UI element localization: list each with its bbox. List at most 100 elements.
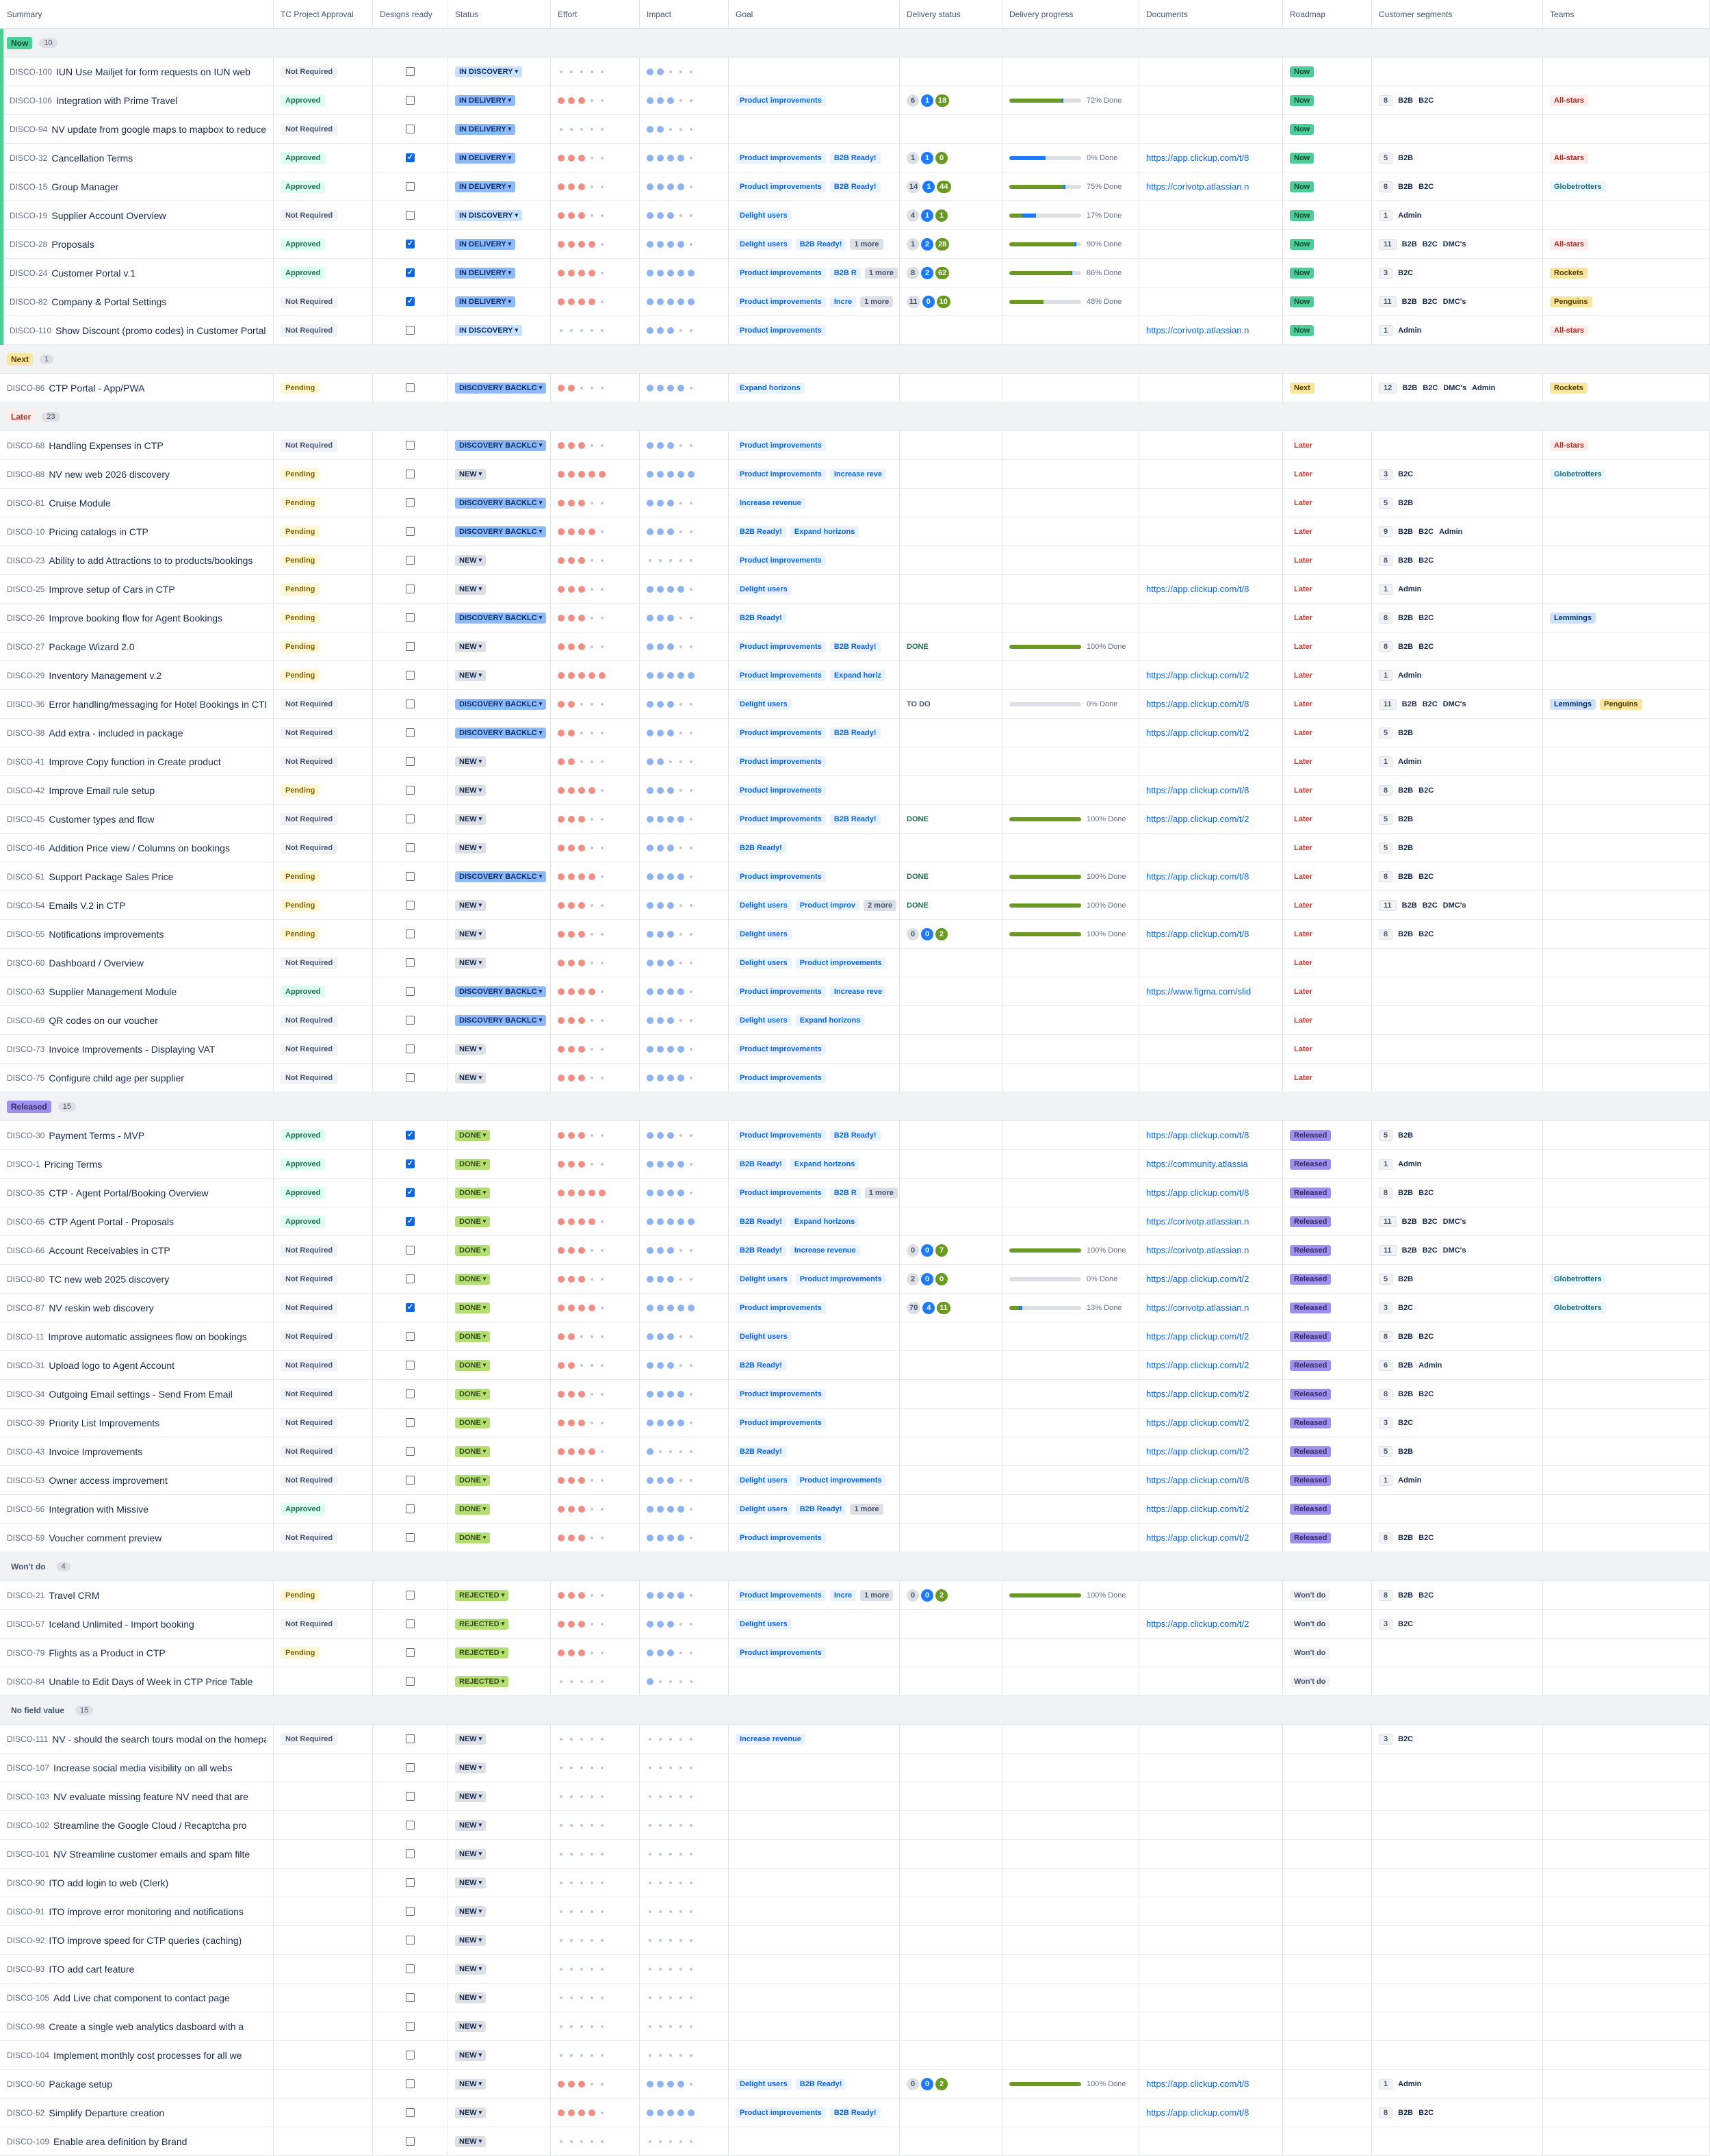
team-tag[interactable]: All-stars (1550, 94, 1589, 106)
goal-tag[interactable]: Delight users (736, 1618, 792, 1630)
effort-rating[interactable] (558, 1680, 606, 1683)
status-lozenge[interactable]: IN DISCOVERY ▾ (455, 324, 522, 336)
customer-segments[interactable]: 3 B2C (1379, 1417, 1413, 1428)
customer-segments[interactable]: 1 Admin (1379, 583, 1421, 595)
more-tags[interactable]: 1 more (860, 1589, 894, 1601)
table-row[interactable]: DISCO-60 Dashboard / Overview (0, 949, 274, 977)
status-lozenge[interactable]: IN DELIVERY ▾ (455, 152, 516, 164)
issue-summary[interactable]: Cancellation Terms (51, 152, 133, 164)
roadmap-lozenge[interactable]: Released (1290, 1273, 1332, 1285)
roadmap-lozenge[interactable]: Later (1290, 871, 1317, 882)
impact-rating[interactable] (647, 68, 695, 75)
table-row[interactable]: DISCO-65 CTP Agent Portal - Proposals (0, 1207, 274, 1236)
approval-lozenge[interactable]: Not Required (281, 956, 338, 969)
status-lozenge[interactable]: DONE ▾ (455, 1388, 491, 1400)
column-header[interactable]: Impact (640, 0, 729, 29)
goal-tag[interactable]: Product improvements (795, 1474, 886, 1486)
approval-lozenge[interactable]: Pending (281, 784, 320, 797)
status-lozenge[interactable]: DONE ▾ (455, 1216, 491, 1227)
table-row[interactable]: DISCO-73 Invoice Improvements - Displayin… (0, 1035, 274, 1064)
table-row[interactable]: DISCO-91 ITO improve error monitoring and… (0, 1897, 274, 1926)
issue-key[interactable]: DISCO-75 (7, 1073, 45, 1083)
impact-rating[interactable] (647, 269, 695, 277)
impact-rating[interactable] (647, 988, 695, 995)
designs-ready-checkbox[interactable] (406, 67, 415, 76)
effort-rating[interactable] (558, 2140, 606, 2143)
team-tag[interactable]: Globetrotters (1550, 1302, 1606, 1313)
effort-rating[interactable] (558, 97, 606, 104)
approval-lozenge[interactable]: Not Required (281, 1272, 338, 1285)
customer-segments[interactable]: 3 B2C (1379, 468, 1413, 480)
impact-rating[interactable] (647, 384, 695, 392)
designs-ready-checkbox[interactable] (406, 383, 415, 392)
effort-rating[interactable] (558, 269, 606, 277)
approval-lozenge[interactable]: Not Required (281, 1416, 338, 1429)
impact-rating[interactable] (647, 959, 695, 966)
impact-rating[interactable] (647, 1678, 695, 1685)
effort-rating[interactable] (558, 585, 606, 593)
roadmap-lozenge[interactable]: Later (1290, 439, 1317, 451)
impact-rating[interactable] (647, 1910, 695, 1913)
customer-segments[interactable]: 8 B2B B2C (1379, 2107, 1434, 2118)
issue-key[interactable]: DISCO-63 (7, 986, 45, 997)
table-row[interactable]: DISCO-19 Supplier Account Overview (0, 201, 274, 230)
designs-ready-checkbox[interactable] (406, 1849, 415, 1858)
table-row[interactable]: DISCO-46 Addition Price view / Columns on… (0, 834, 274, 862)
status-lozenge[interactable]: DISCOVERY BACKLC ▾ (455, 698, 547, 710)
issue-key[interactable]: DISCO-60 (7, 958, 45, 968)
status-lozenge[interactable]: DONE ▾ (455, 1129, 491, 1141)
approval-lozenge[interactable]: Not Required (281, 841, 338, 854)
status-lozenge[interactable]: NEW ▾ (455, 928, 487, 940)
issue-key[interactable]: DISCO-55 (7, 929, 45, 939)
issue-summary[interactable]: Customer types and flow (49, 813, 155, 825)
document-link[interactable]: https://app.clickup.com/t/8 (1146, 785, 1249, 795)
roadmap-lozenge[interactable]: Released (1290, 1158, 1332, 1170)
roadmap-lozenge[interactable]: Now (1290, 181, 1314, 192)
table-row[interactable]: DISCO-28 Proposals (0, 230, 274, 259)
customer-segments[interactable]: 8 B2B B2C (1379, 641, 1434, 652)
issue-summary[interactable]: Invoice Improvements (49, 1446, 143, 1457)
status-lozenge[interactable]: DONE ▾ (455, 1446, 491, 1457)
issue-summary[interactable]: CTP Agent Portal - Proposals (49, 1216, 174, 1227)
table-row[interactable]: DISCO-101 NV Streamline customer emails a… (0, 1840, 274, 1869)
status-lozenge[interactable]: NEW ▾ (455, 1934, 487, 1946)
customer-segments[interactable]: 1 Admin (1379, 324, 1421, 336)
effort-rating[interactable] (558, 1938, 606, 1942)
impact-rating[interactable] (647, 2109, 695, 2116)
table-row[interactable]: DISCO-84 Unable to Edit Days of Week in C… (0, 1667, 274, 1696)
issue-summary[interactable]: Improve Copy function in Create product (49, 756, 221, 767)
issue-key[interactable]: DISCO-31 (7, 1360, 45, 1370)
effort-rating[interactable] (558, 815, 606, 823)
effort-rating[interactable] (558, 1534, 606, 1541)
document-link[interactable]: https://corivotp.atlassian.n (1146, 1245, 1249, 1255)
approval-lozenge[interactable]: Pending (281, 927, 320, 940)
issue-summary[interactable]: Cruise Module (49, 497, 111, 509)
approval-lozenge[interactable]: Pending (281, 899, 320, 912)
roadmap-lozenge[interactable]: Later (1290, 468, 1317, 480)
effort-rating[interactable] (558, 1419, 606, 1426)
issue-key[interactable]: DISCO-30 (7, 1130, 45, 1140)
goal-tag[interactable]: Delight users (736, 698, 792, 710)
issue-key[interactable]: DISCO-21 (7, 1590, 45, 1600)
effort-rating[interactable] (558, 1074, 606, 1081)
team-tag[interactable]: Rockets (1550, 382, 1588, 394)
issue-summary[interactable]: QR codes on our voucher (49, 1014, 158, 1026)
table-row[interactable]: DISCO-68 Handling Expenses in CTP (0, 431, 274, 460)
issue-key[interactable]: DISCO-111 (7, 1734, 49, 1744)
goal-tag[interactable]: Expand horizons (795, 1014, 865, 1026)
table-row[interactable]: DISCO-55 Notifications improvements (0, 920, 274, 949)
document-link[interactable]: https://community.atlassia (1146, 1159, 1248, 1169)
approval-lozenge[interactable]: Not Required (281, 1387, 338, 1400)
effort-rating[interactable] (558, 211, 606, 219)
designs-ready-checkbox[interactable] (406, 1907, 415, 1916)
effort-rating[interactable] (558, 1967, 606, 1971)
status-lozenge[interactable]: IN DELIVERY ▾ (455, 181, 516, 192)
roadmap-lozenge[interactable]: Later (1290, 727, 1317, 739)
approval-lozenge[interactable]: Approved (281, 1157, 326, 1170)
document-link[interactable]: https://corivotp.atlassian.n (1146, 1302, 1249, 1313)
roadmap-lozenge[interactable]: Later (1290, 928, 1317, 940)
table-row[interactable]: DISCO-75 Configure child age per supplier (0, 1064, 274, 1092)
issue-key[interactable]: DISCO-73 (7, 1044, 45, 1054)
issue-summary[interactable]: Owner access improvement (49, 1474, 168, 1486)
effort-rating[interactable] (558, 1996, 606, 1999)
